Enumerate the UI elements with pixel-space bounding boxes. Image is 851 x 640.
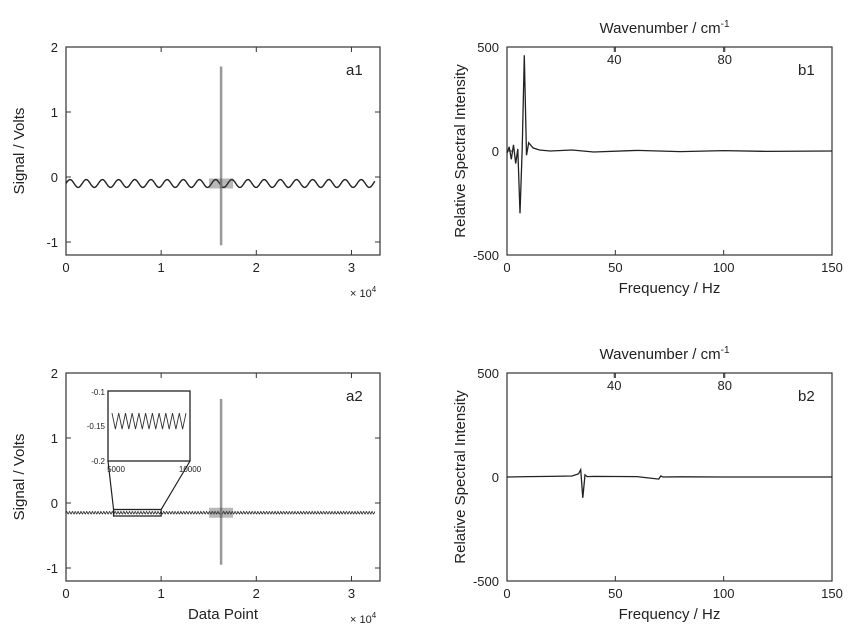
x-axis-label: Frequency / Hz <box>619 606 721 623</box>
x-tick-label: 50 <box>608 586 622 601</box>
spectrum-trace <box>506 467 832 498</box>
x-tick-label: 2 <box>253 586 260 601</box>
inset-y-tick-label: -0.2 <box>91 457 105 466</box>
inset-connector-right <box>160 460 191 510</box>
center-burst-region <box>209 507 234 518</box>
panel-label: b1 <box>798 62 815 79</box>
y-tick-label: 0 <box>492 144 499 159</box>
x-tick-label: 0 <box>62 586 69 601</box>
x-tick-label: 150 <box>821 260 843 275</box>
plot-frame <box>65 372 381 582</box>
inset-x-tick-label: 10000 <box>179 465 202 474</box>
y-axis-label: Signal / Volts <box>11 108 28 195</box>
y-axis-label: Relative Spectral Intensity <box>452 64 469 238</box>
x-tick-label: 50 <box>608 260 622 275</box>
x-tick-label: 0 <box>503 586 510 601</box>
y-axis-label: Signal / Volts <box>11 434 28 521</box>
inset-y-tick-label: -0.15 <box>87 422 106 431</box>
y-tick-label: -1 <box>46 561 58 576</box>
x-tick-label: 3 <box>348 586 355 601</box>
inset-frame <box>107 390 191 462</box>
top-axis-label: Wavenumber / cm-1 <box>599 345 729 363</box>
top-tick-label: 40 <box>607 52 621 67</box>
x-tick-label: 100 <box>713 260 735 275</box>
y-tick-label: 500 <box>477 366 499 381</box>
y-tick-label: -500 <box>473 574 499 589</box>
panel-a2: -1 0 1 2 0 1 2 3 × 104 Signal / Volts Data Point a2… <box>11 366 381 626</box>
x-multiplier: × 104 <box>350 611 377 626</box>
x-axis-label: Frequency / Hz <box>619 280 721 297</box>
top-tick-label: 40 <box>607 378 621 393</box>
y-tick-label: -500 <box>473 248 499 263</box>
panel-label: a1 <box>346 62 363 79</box>
x-axis-label: Data Point <box>188 606 259 623</box>
x-tick-label: 0 <box>62 260 69 275</box>
y-tick-label: 500 <box>477 40 499 55</box>
y-tick-label: 1 <box>51 431 58 446</box>
top-tick-label: 80 <box>718 52 732 67</box>
y-tick-label: -1 <box>46 235 58 250</box>
x-tick-label: 2 <box>253 260 260 275</box>
panel-a1: -1 0 1 2 0 1 2 3 × 104 Signal / Volts a1 <box>11 40 381 300</box>
x-tick-label: 3 <box>348 260 355 275</box>
plot-frame <box>65 46 381 256</box>
x-multiplier: × 104 <box>350 285 377 300</box>
inset-connector-left <box>107 460 115 510</box>
x-tick-label: 100 <box>713 586 735 601</box>
x-tick-label: 1 <box>158 260 165 275</box>
panel-b1: -500 0 500 0 50 100 150 Relative Spectral Inten… <box>452 19 843 297</box>
x-tick-label: 150 <box>821 586 843 601</box>
top-axis-label: Wavenumber / cm-1 <box>599 19 729 37</box>
center-burst-region <box>209 178 234 189</box>
panel-label: b2 <box>798 388 815 405</box>
inset-trace <box>111 413 187 430</box>
inset-x-tick-label: 5000 <box>107 465 125 474</box>
inset-y-tick-label: -0.1 <box>91 388 105 397</box>
zoom-region-box <box>112 508 162 517</box>
y-tick-label: 2 <box>51 366 58 381</box>
y-tick-label: 0 <box>51 496 58 511</box>
spectrum-trace <box>506 55 833 214</box>
panel-b2: -500 0 500 0 50 100 150 Relative Spectral Inten… <box>452 345 843 623</box>
y-axis-label: Relative Spectral Intensity <box>452 390 469 564</box>
y-tick-label: 2 <box>51 40 58 55</box>
x-tick-label: 1 <box>158 586 165 601</box>
y-tick-label: 0 <box>51 170 58 185</box>
top-tick-label: 80 <box>718 378 732 393</box>
y-tick-label: 0 <box>492 470 499 485</box>
panel-label: a2 <box>346 388 363 405</box>
x-tick-label: 0 <box>503 260 510 275</box>
y-tick-label: 1 <box>51 105 58 120</box>
